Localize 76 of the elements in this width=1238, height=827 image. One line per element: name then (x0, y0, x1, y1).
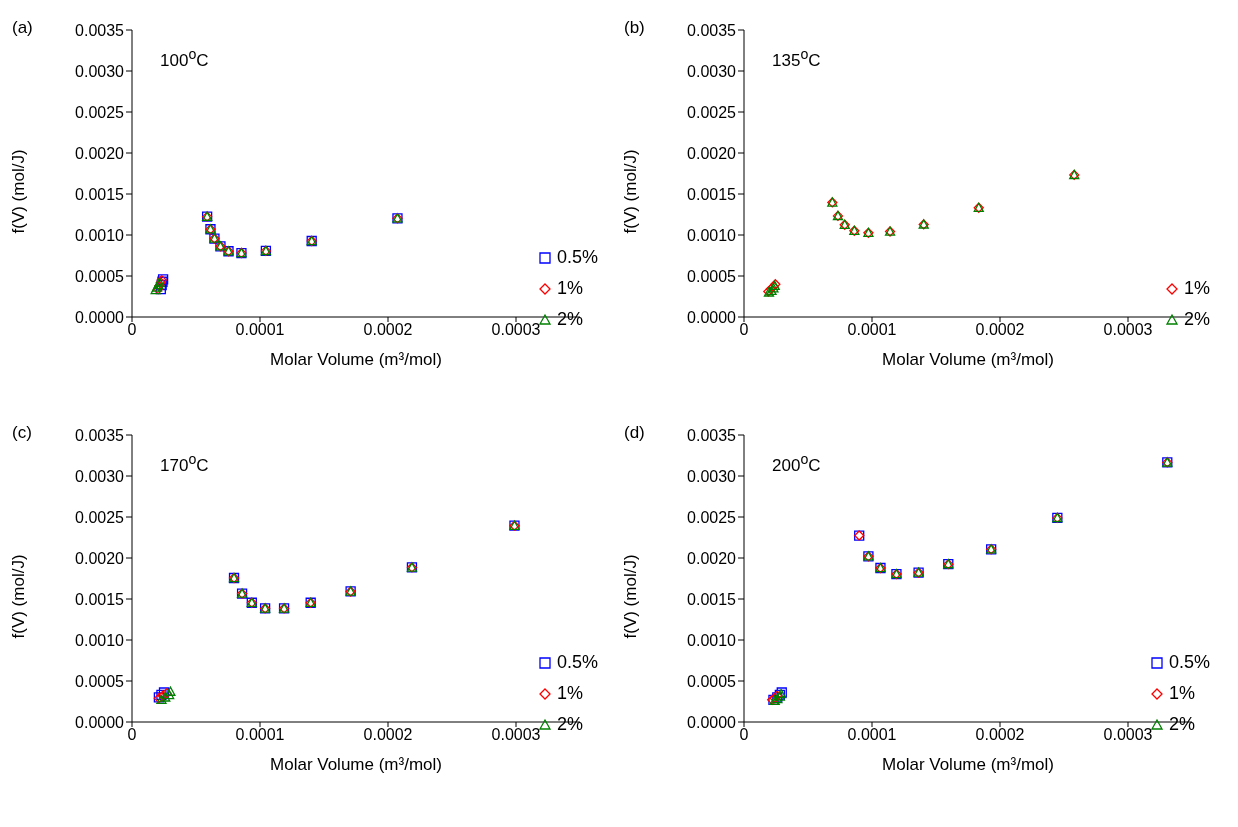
y-tick-label: 0.0035 (687, 426, 737, 444)
y-axis-title: f(V) (mol/J) (9, 554, 29, 639)
y-axis-title: f(V) (mol/J) (9, 149, 29, 234)
y-tick-label: 0.0020 (75, 144, 125, 162)
y-tick-label: 0.0020 (687, 549, 737, 567)
legend-label: 1% (556, 277, 583, 300)
y-tick-label: 0.0000 (75, 713, 125, 731)
x-tick-label: 0.0003 (1103, 726, 1153, 744)
x-tick-label: 0 (739, 726, 749, 744)
y-tick-label: 0.0005 (687, 267, 737, 285)
chart-title: (d) (624, 423, 645, 443)
annotation: 200$^{o}$C (772, 451, 821, 476)
y-tick-label: 0.0030 (75, 467, 125, 485)
x-tick-label: 0 (127, 321, 137, 339)
y-tick-label: 0.0030 (687, 467, 737, 485)
chart-title: (b) (624, 18, 645, 38)
y-tick-label: 0.0025 (687, 508, 737, 526)
y-axis-title: f(V) (mol/J) (621, 554, 641, 639)
x-axis-title: Molar Volume (m³/mol) (882, 350, 1054, 369)
y-tick-label: 0.0035 (75, 426, 125, 444)
legend-label: 2% (556, 308, 583, 331)
x-tick-label: 0.0002 (363, 726, 413, 744)
y-tick-label: 0.0005 (687, 672, 737, 690)
annotation: 100$^{o}$C (160, 46, 209, 71)
y-tick-label: 0.0005 (75, 267, 125, 285)
y-tick-label: 0.0035 (75, 21, 125, 39)
x-axis-title: Molar Volume (m³/mol) (270, 755, 442, 774)
y-tick-label: 0.0000 (687, 713, 737, 731)
legend-label: 2% (1168, 713, 1195, 736)
annotation: 170$^{o}$C (160, 451, 209, 476)
x-tick-label: 0.0003 (1103, 321, 1153, 339)
x-axis-title: Molar Volume (m³/mol) (270, 350, 442, 369)
x-tick-label: 0.0003 (491, 321, 541, 339)
x-tick-label: 0.0002 (975, 321, 1025, 339)
annotation: 135$^{o}$C (772, 46, 821, 71)
x-tick-label: 0.0001 (235, 726, 285, 744)
y-tick-label: 0.0025 (687, 103, 737, 121)
legend-label: 1% (1183, 277, 1210, 300)
legend-label: 2% (1183, 308, 1210, 331)
x-tick-label: 0.0002 (363, 321, 413, 339)
y-tick-label: 0.0035 (687, 21, 737, 39)
y-tick-label: 0.0020 (687, 144, 737, 162)
y-tick-label: 0.0010 (687, 226, 737, 244)
chart-title: (a) (12, 18, 33, 38)
chart-title: (c) (12, 423, 32, 443)
y-tick-label: 0.0015 (75, 590, 125, 608)
x-tick-label: 0 (739, 321, 749, 339)
y-tick-label: 0.0015 (687, 590, 737, 608)
y-tick-label: 0.0015 (687, 185, 737, 203)
legend-label: 1% (1168, 682, 1195, 705)
x-axis-title: Molar Volume (m³/mol) (882, 755, 1054, 774)
x-tick-label: 0.0001 (847, 321, 897, 339)
legend-label: 0.5% (1168, 651, 1210, 674)
y-tick-label: 0.0000 (687, 308, 737, 326)
legend-label: 1% (556, 682, 583, 705)
x-tick-label: 0 (127, 726, 137, 744)
y-tick-label: 0.0000 (75, 308, 125, 326)
y-tick-label: 0.0010 (75, 631, 125, 649)
y-tick-label: 0.0015 (75, 185, 125, 203)
legend-label: 0.5% (556, 246, 598, 269)
y-tick-label: 0.0030 (75, 62, 125, 80)
x-tick-label: 0.0001 (847, 726, 897, 744)
y-tick-label: 0.0025 (75, 508, 125, 526)
legend-label: 0.5% (556, 651, 598, 674)
x-tick-label: 0.0002 (975, 726, 1025, 744)
legend-label: 2% (556, 713, 583, 736)
y-axis-title: f(V) (mol/J) (621, 149, 641, 234)
x-tick-label: 0.0003 (491, 726, 541, 744)
point (165, 686, 176, 696)
y-tick-label: 0.0010 (75, 226, 125, 244)
y-tick-label: 0.0020 (75, 549, 125, 567)
x-tick-label: 0.0001 (235, 321, 285, 339)
y-tick-label: 0.0025 (75, 103, 125, 121)
y-tick-label: 0.0010 (687, 631, 737, 649)
y-tick-label: 0.0030 (687, 62, 737, 80)
y-tick-label: 0.0005 (75, 672, 125, 690)
